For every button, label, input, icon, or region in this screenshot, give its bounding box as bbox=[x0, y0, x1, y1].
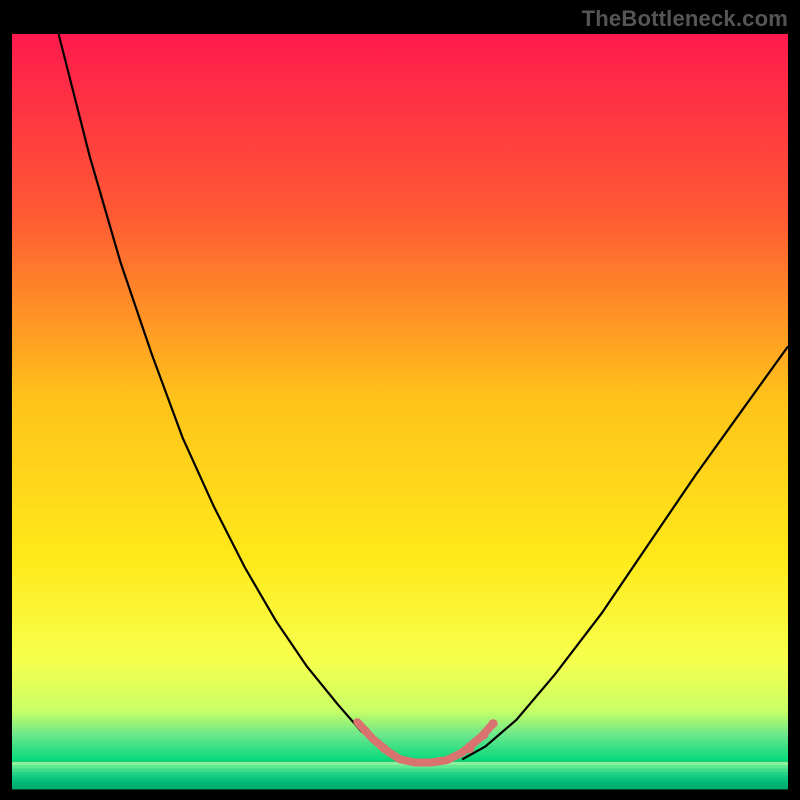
watermark-text: TheBottleneck.com bbox=[582, 6, 788, 32]
chart-plot-area bbox=[12, 34, 788, 796]
heat-gradient-background bbox=[12, 34, 788, 762]
bottleneck-curve-chart bbox=[12, 34, 788, 796]
green-bottom-band bbox=[12, 762, 788, 790]
